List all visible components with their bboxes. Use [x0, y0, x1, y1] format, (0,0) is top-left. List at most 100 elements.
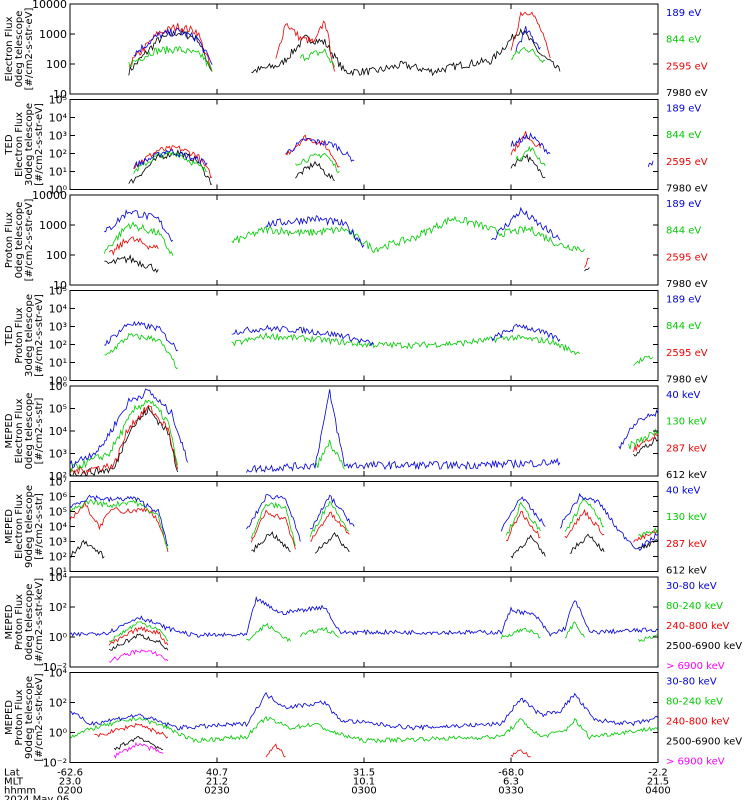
y-axis-label: Electron Flux [14, 398, 25, 463]
y-tick-label: 10⁻² [43, 661, 67, 674]
y-tick-label: 10⁷ [49, 476, 67, 489]
y-axis-label: Electron Flux [14, 112, 25, 177]
y-axis-label: Electron Flux [14, 494, 25, 559]
y-tick-label: 10⁵ [49, 403, 67, 416]
trace-p6-s1-seg1 [69, 539, 105, 559]
y-axis-label: [#/cm2-s-str-eV] [34, 294, 45, 377]
y-tick-label: 10³ [49, 130, 67, 143]
y-tick-label: 1000 [39, 219, 67, 232]
y-tick-label: 10² [49, 148, 67, 161]
y-tick-label: 10⁵ [49, 285, 67, 298]
trace-p2-s4-seg1 [133, 148, 208, 169]
legend-entry: 189 eV [666, 199, 701, 210]
legend-entry: 240-800 keV [666, 717, 730, 728]
legend-entry: 2595 eV [666, 252, 708, 263]
legend-entry: 2595 eV [666, 61, 708, 72]
legend-entry: 189 eV [666, 8, 701, 19]
trace-p7-s3-seg1 [108, 626, 169, 646]
x-tick-label: -68.0 [498, 768, 524, 779]
x-tick-label: 0400 [645, 786, 670, 797]
y-axis-label: [#/cm2-s-str-eV] [24, 8, 35, 91]
trace-p1-s2-seg2 [275, 20, 335, 72]
panel-5: 10⁶ 10⁵ 10⁴ 10³ 10² MEPED Electron Flux 0deg te… [4, 380, 707, 483]
y-axis-label: TED [4, 134, 15, 155]
x-tick-label: 0200 [57, 786, 82, 797]
trace-p6-s1-seg2 [251, 531, 291, 553]
legend-entry: 612 keV [666, 470, 707, 481]
legend-entry: 189 eV [666, 295, 701, 306]
trace-p1-s3-seg2 [299, 48, 335, 68]
legend-entry: 40 keV [666, 486, 700, 497]
y-tick-label: 10² [49, 339, 67, 352]
legend-entry: 844 eV [666, 130, 701, 141]
legend-entry: 612 keV [666, 566, 707, 577]
legend-entry: > 6900 keV [666, 661, 725, 672]
y-axis-label: [#/cm2-s-str] [34, 493, 45, 560]
trace-p4-s4-seg1 [104, 320, 179, 352]
y-tick-label: 10⁰ [49, 631, 68, 644]
panel-1-traces [128, 11, 561, 77]
y-axis-label: TED [4, 325, 15, 346]
legend-entry: 844 eV [666, 226, 701, 237]
y-tick-label: 10000 [32, 189, 67, 202]
x-tick-label: 23.0 [59, 777, 81, 788]
panel-7-frame [69, 576, 659, 668]
trace-p6-s2-seg5 [564, 508, 605, 539]
legend-entry: 40 keV [666, 390, 700, 401]
trace-p6-s3-seg4 [505, 501, 541, 536]
x-tick-label: 0230 [204, 786, 229, 797]
trace-p7-s4-seg3 [299, 626, 340, 638]
panel-3-legend: 189 eV 844 eV 2595 eV 7980 eV [666, 199, 708, 290]
y-tick-label: 10⁴ [49, 571, 68, 584]
trace-p2-s3-seg2 [295, 152, 340, 174]
trace-p6-s4-seg3 [310, 494, 355, 530]
trace-p3-s2-seg1 [108, 236, 159, 256]
trace-p2-s1-seg1 [128, 149, 213, 185]
x-axis-row-label: hhmm [4, 786, 36, 797]
trace-p5-s4-seg2 [246, 389, 561, 474]
trace-p6-s4-seg5 [559, 492, 659, 552]
panel-8-legend: 30-80 keV 80-240 keV 240-800 keV 2500-6900 … [666, 677, 742, 768]
y-tick-label: 10⁰ [49, 184, 68, 197]
legend-entry: 30-80 keV [666, 581, 717, 592]
legend-entry: 7980 eV [666, 375, 708, 386]
trace-p5-s2-seg1 [69, 405, 179, 475]
y-tick-label: 10⁻² [43, 757, 67, 770]
panel-8: 10⁴ 10² 10⁰ 10⁻² MEPED Proton Flux 90deg teles… [4, 667, 742, 770]
y-tick-label: 10² [49, 601, 67, 614]
y-tick-label: 10³ [49, 321, 67, 334]
trace-p5-s3-seg2 [314, 439, 345, 470]
trace-p6-s3-seg2 [250, 501, 296, 547]
x-tick-label: 0300 [351, 786, 376, 797]
trace-p1-s4-seg2 [515, 26, 541, 52]
y-tick-label: 10¹ [49, 566, 67, 579]
panel-1: 10000 1000 100 10 Electron Flux 0deg telescop… [4, 0, 708, 101]
y-tick-label: 10³ [49, 448, 67, 461]
x-axis-annotation: Lat -62.6 40.7 31.5 -68.0 -2.2 MLT 23.0 21.2 10.1… [4, 768, 671, 800]
y-tick-label: 10⁴ [49, 667, 68, 680]
y-axis-label: Proton Flux [14, 594, 25, 650]
panel-4-traces [104, 320, 654, 370]
y-axis-label: [#/cm2-s-str-keV] [34, 578, 45, 666]
legend-entry: 287 keV [666, 443, 707, 454]
trace-p1-s2-seg1 [128, 23, 213, 72]
trace-p8-s5-seg1 [69, 692, 659, 731]
y-axis-label: MEPED [4, 700, 15, 735]
legend-entry: 287 keV [666, 539, 707, 550]
x-tick-label: 10.1 [353, 777, 375, 788]
panel-1-frame [69, 3, 659, 95]
panel-7: 10⁴ 10² 10⁰ 10⁻² MEPED Proton Flux 0deg telesc… [4, 571, 742, 674]
trace-p4-s3-seg2 [231, 331, 580, 356]
y-axis-label: 0deg telescope [24, 393, 35, 470]
trace-p1-s1-seg1 [128, 29, 213, 76]
panel-6-traces [69, 492, 659, 559]
legend-entry: 844 eV [666, 321, 701, 332]
trace-p6-s2-seg3 [310, 511, 350, 542]
panel-2-frame [69, 99, 659, 190]
y-axis-label: [#/cm2-s-str-keV] [34, 673, 45, 761]
trace-p6-s3-seg1 [69, 498, 169, 550]
panel-3-traces [103, 206, 590, 274]
y-tick-label: 10⁶ [49, 380, 68, 393]
trace-p3-s2-seg2 [584, 257, 590, 268]
y-axis-label: MEPED [4, 509, 15, 544]
